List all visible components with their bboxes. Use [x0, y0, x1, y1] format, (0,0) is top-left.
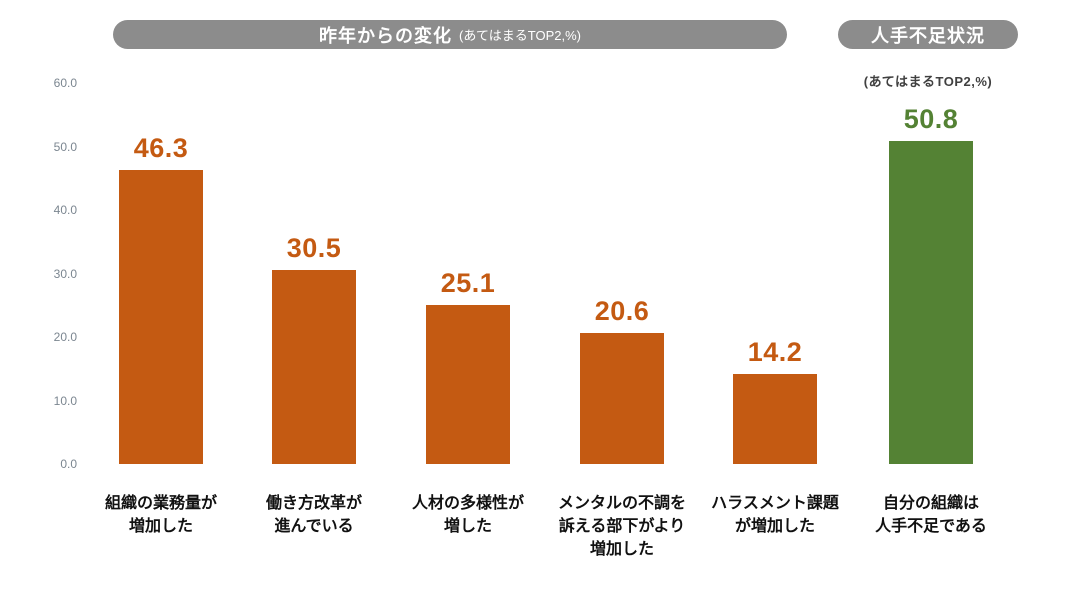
category-label-line: 進んでいる — [274, 518, 354, 535]
category-label-line: が増加した — [734, 518, 815, 535]
main-title: 昨年からの変化 — [318, 25, 452, 46]
bar — [272, 270, 356, 464]
right-title-banner: 人手不足状況 — [838, 20, 1018, 49]
bar-value-label: 30.5 — [286, 233, 342, 264]
category-label-line: 増した — [443, 518, 492, 535]
right-title: 人手不足状況 — [871, 25, 985, 46]
bar — [889, 141, 973, 464]
category-label: メンタルの不調を 訴える部下がより 増加した — [536, 492, 708, 561]
category-label-line: 増加した — [128, 518, 193, 535]
y-tick-label: 60.0 — [53, 76, 77, 90]
category-label-line: 増加した — [589, 541, 654, 558]
category-label: 組織の業務量が 増加した — [75, 492, 247, 538]
category-label: ハラスメント課題 が増加した — [689, 492, 861, 538]
bar — [733, 373, 817, 464]
category-label-line: 人材の多様性が — [411, 495, 524, 512]
main-title-note: (あてはまるTOP2,%) — [458, 28, 582, 43]
category-label-line: 自分の組織は — [882, 495, 979, 512]
bar — [580, 333, 664, 464]
bar — [119, 169, 203, 464]
bar — [426, 304, 510, 464]
y-tick-label: 0.0 — [60, 457, 77, 471]
y-tick-label: 40.0 — [53, 203, 77, 217]
category-label-line: メンタルの不調を — [557, 495, 686, 512]
category-label-line: 人手不足である — [875, 518, 987, 535]
bar-value-label: 46.3 — [133, 132, 189, 163]
bar-value-label: 14.2 — [747, 336, 803, 367]
category-label-line: 働き方改革が — [265, 495, 362, 512]
category-label: 自分の組織は 人手不足である — [845, 492, 1017, 538]
right-subtitle: (あてはまるTOP2,%) — [863, 74, 993, 89]
y-tick-label: 10.0 — [53, 393, 77, 408]
bar-value-label: 50.8 — [903, 104, 959, 135]
category-label-line: 組織の業務量が — [104, 495, 217, 512]
bar-value-label: 25.1 — [440, 267, 496, 298]
bar-value-label: 20.6 — [594, 296, 650, 327]
category-label: 働き方改革が 進んでいる — [228, 492, 400, 538]
y-tick-label: 30.0 — [53, 266, 77, 281]
y-tick-label: 20.0 — [53, 330, 77, 344]
category-label-line: ハラスメント課題 — [711, 495, 839, 512]
category-label: 人材の多様性が 増した — [382, 492, 554, 538]
main-title-banner: 昨年からの変化 (あてはまるTOP2,%) — [113, 20, 787, 49]
category-label-line: 訴える部下がより — [558, 518, 686, 535]
y-tick-label: 50.0 — [53, 139, 77, 154]
